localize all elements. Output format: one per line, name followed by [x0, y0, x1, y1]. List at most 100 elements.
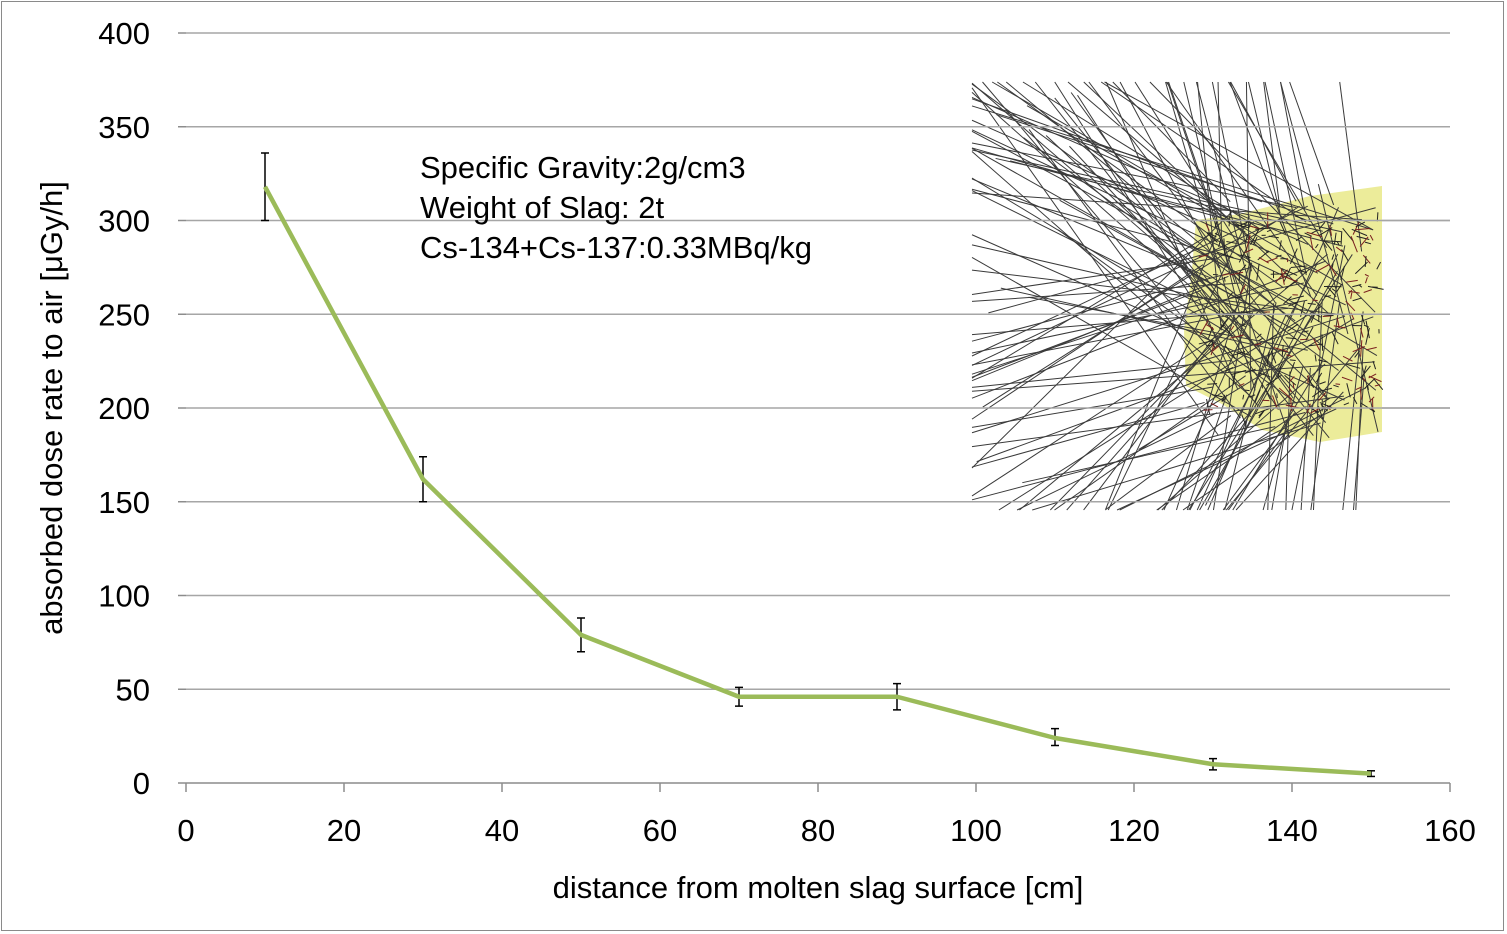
track-line: [1342, 311, 1364, 511]
track-line: [971, 205, 1308, 366]
scatter-track: [1341, 376, 1353, 382]
scatter-track: [1241, 414, 1247, 427]
scatter-track: [1266, 375, 1282, 386]
scatter-track: [1206, 344, 1214, 347]
scatter-track: [1241, 323, 1247, 327]
scatter-track: [1228, 209, 1232, 227]
scatter-track: [1270, 350, 1277, 364]
scatter-track: [1368, 373, 1377, 379]
track-line: [971, 315, 1346, 434]
scatter-track: [1355, 386, 1363, 390]
scatter-track: [1258, 409, 1265, 417]
track-line: [1271, 419, 1288, 511]
scatter-track: [1331, 254, 1335, 260]
scatter-track: [1319, 381, 1326, 385]
scatter-track: [1348, 289, 1353, 295]
track-line: [971, 91, 1221, 314]
scatter-track: [1346, 383, 1351, 398]
track-line: [1352, 378, 1365, 511]
track-line: [971, 192, 1363, 221]
track-line: [1195, 81, 1251, 289]
scatter-track: [1206, 398, 1211, 415]
y-tick-label-250: 250: [98, 297, 150, 332]
scatter-track: [1207, 383, 1218, 385]
scatter-track: [1283, 296, 1292, 305]
scatter-track: [1345, 300, 1356, 312]
scatter-track: [1270, 334, 1276, 340]
scatter-track: [1210, 402, 1219, 408]
scatter-track: [1308, 343, 1323, 347]
scatter-track: [1229, 334, 1244, 339]
scatter-track: [1264, 388, 1271, 400]
track-line: [1019, 253, 1328, 511]
track-line: [982, 205, 1300, 408]
scatter-track: [1229, 271, 1244, 276]
track-line: [971, 221, 1255, 357]
scatter-track: [1355, 227, 1370, 231]
scatter-track: [1321, 334, 1324, 351]
scatter-track: [1319, 402, 1333, 409]
scatter-track: [1351, 228, 1368, 237]
scatter-track: [1261, 383, 1263, 389]
track-line: [971, 234, 1345, 401]
track-line: [1149, 81, 1376, 313]
scatter-track: [1311, 390, 1322, 398]
scatter-track: [1254, 389, 1261, 403]
track-line: [1116, 408, 1337, 511]
scatter-track: [1238, 248, 1248, 263]
scatter-track: [1203, 409, 1213, 411]
scatter-track: [1331, 288, 1336, 292]
scatter-track: [1279, 221, 1286, 235]
scatter-track: [1314, 354, 1317, 362]
scatter-track: [1363, 289, 1372, 293]
scatter-track: [1275, 269, 1288, 283]
track-line: [1138, 318, 1354, 450]
track-line: [1196, 314, 1287, 511]
scatter-track: [1257, 337, 1263, 342]
scatter-track: [1276, 393, 1278, 399]
scatter-track: [1211, 394, 1223, 398]
annotation-specific-gravity: Specific Gravity:2g/cm3: [420, 150, 746, 185]
track-line: [1235, 391, 1344, 511]
scatter-track: [1199, 320, 1209, 335]
scatter-track: [1307, 302, 1316, 305]
scatter-track: [1318, 392, 1327, 401]
scatter-track: [1240, 284, 1246, 295]
scatter-track: [1340, 265, 1345, 281]
scatter-track: [1374, 384, 1381, 387]
scatter-track: [1290, 265, 1308, 269]
scatter-track: [1335, 246, 1343, 252]
track-line: [1317, 184, 1379, 432]
track-line: [1247, 81, 1281, 214]
scatter-track: [1311, 229, 1319, 234]
scatter-track: [1238, 351, 1251, 356]
scatter-track: [1361, 314, 1366, 325]
scatter-track: [1306, 231, 1323, 238]
scatter-track: [1224, 366, 1234, 372]
scatter-track: [1235, 224, 1250, 229]
track-line: [1066, 315, 1240, 511]
scatter-track: [1315, 243, 1319, 249]
track-line: [1115, 200, 1378, 356]
track-line: [1058, 229, 1297, 404]
track-line: [971, 401, 1205, 468]
scatter-track: [1279, 240, 1282, 251]
particle-tracks: [971, 81, 1384, 511]
scatter-track: [1367, 285, 1384, 290]
x-tick-label-20: 20: [327, 813, 361, 848]
track-line: [1083, 302, 1241, 511]
scatter-track: [1322, 315, 1332, 318]
scatter-track: [1336, 317, 1340, 328]
track-line: [1022, 81, 1260, 229]
scatter-track: [1359, 327, 1364, 338]
scatter-track: [1214, 221, 1217, 228]
track-line: [1182, 414, 1321, 511]
scatter-track: [1220, 310, 1225, 314]
scatter-track: [1310, 407, 1319, 413]
track-line: [1285, 371, 1291, 511]
scatter-track: [1223, 238, 1226, 255]
track-line: [1229, 81, 1312, 297]
track-line: [1186, 394, 1228, 511]
track-line: [1105, 231, 1218, 510]
scatter-track: [1230, 325, 1235, 331]
